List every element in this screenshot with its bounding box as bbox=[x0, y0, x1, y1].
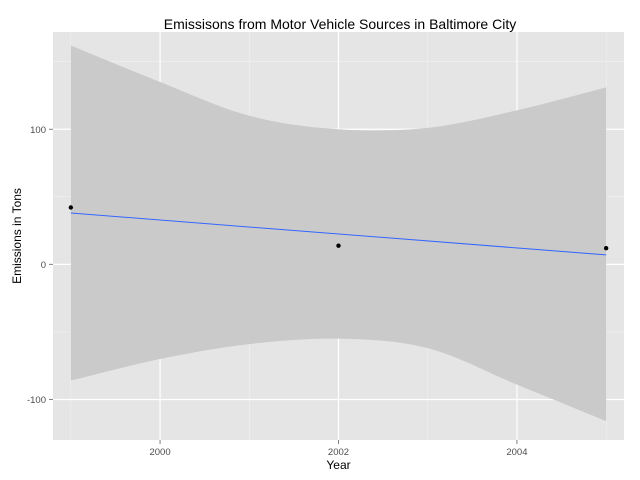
x-tick-label: 2004 bbox=[506, 447, 527, 458]
x-axis: 2000 2002 2004 bbox=[149, 440, 528, 458]
x-tick-label: 2002 bbox=[328, 447, 349, 458]
points-layer bbox=[68, 205, 609, 251]
fit-line-layer bbox=[70, 212, 607, 256]
y-axis-title: Emissions in Tons bbox=[10, 188, 24, 284]
x-tick-label: 2000 bbox=[149, 447, 170, 458]
fit-line bbox=[70, 212, 607, 256]
confidence-band bbox=[70, 45, 607, 422]
y-tick-label: -100 bbox=[27, 395, 46, 406]
y-axis: -100 0 100 bbox=[27, 125, 53, 406]
chart-title: Emissisons from Motor Vehicle Sources in… bbox=[164, 16, 516, 32]
data-point bbox=[603, 245, 609, 251]
data-point bbox=[68, 205, 74, 210]
y-tick-label: 100 bbox=[30, 125, 46, 136]
y-tick-label: 0 bbox=[41, 260, 46, 271]
confidence-band-layer bbox=[70, 45, 607, 422]
data-point bbox=[336, 243, 341, 248]
x-axis-title: Year bbox=[326, 458, 350, 472]
